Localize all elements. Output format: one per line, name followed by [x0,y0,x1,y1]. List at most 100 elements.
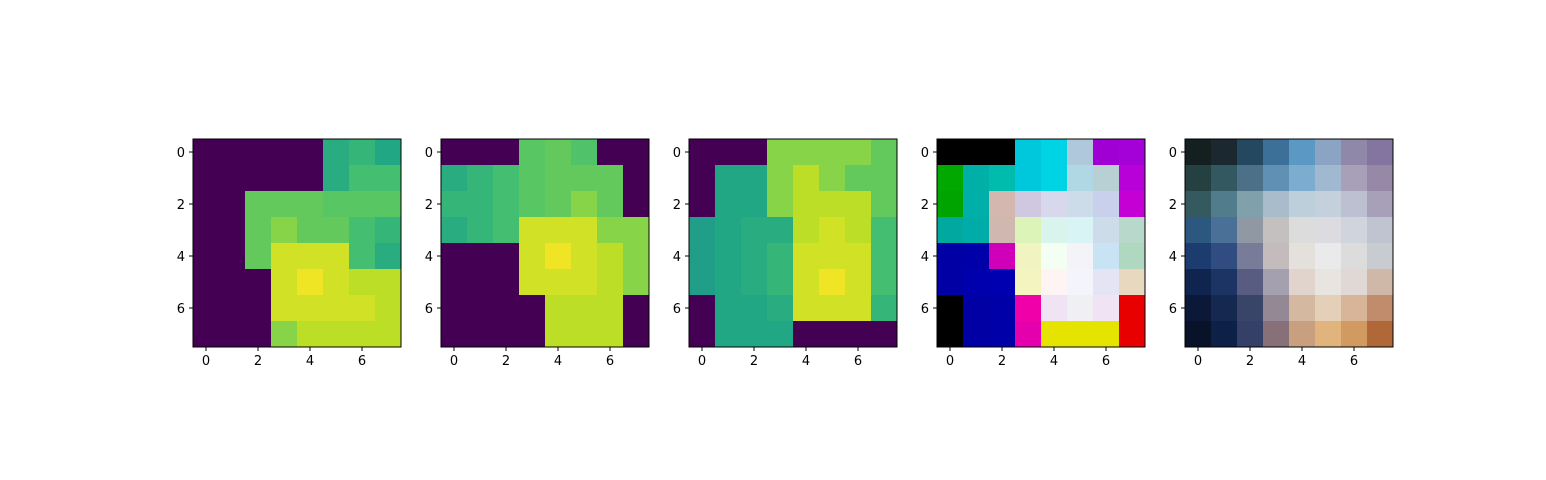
heatmap-cell [819,217,846,244]
heatmap-cell [623,139,650,166]
x-tick-label: 6 [606,354,614,369]
heatmap-cell [597,191,624,218]
heatmap-cell [1185,217,1212,244]
heatmap-cell [819,295,846,322]
heatmap-cell [1015,139,1042,166]
heatmap-cell [1041,139,1068,166]
heatmap-cell [349,243,376,270]
heatmap-cell [1237,243,1264,270]
heatmap-cell [767,191,794,218]
heatmap-cell [1093,295,1120,322]
heatmap-cell [871,243,898,270]
heatmap-cell [193,269,220,296]
heatmap-cell [571,191,598,218]
heatmap-cell [1367,295,1394,322]
x-tick-label: 4 [802,354,810,369]
heatmap-cell [323,295,350,322]
heatmap-cell [1341,217,1368,244]
heatmap-cell [819,191,846,218]
heatmap-cell [1185,191,1212,218]
heatmap-cell [375,217,402,244]
y-tick-label: 6 [177,302,185,317]
heatmap-cell [1093,191,1120,218]
y-tick-label: 6 [1169,302,1177,317]
heatmap-cell [571,321,598,348]
heatmap-cell [545,165,572,192]
heatmap-cell [871,295,898,322]
heatmap-cell [193,295,220,322]
heatmap-cell [845,269,872,296]
heatmap-cell [741,295,768,322]
heatmap-cell [845,243,872,270]
heatmap-cell [245,139,272,166]
heatmap-cell [1185,139,1212,166]
heatmap-cell [245,217,272,244]
heatmap-cell [519,321,546,348]
heatmap-cell [545,269,572,296]
heatmap-cell [1237,321,1264,348]
x-tick-label: 6 [358,354,366,369]
heatmap-cell [715,217,742,244]
heatmap-cell [623,295,650,322]
heatmap-cell [1211,243,1238,270]
heatmap-cell [1341,191,1368,218]
heatmap-cell [1015,165,1042,192]
heatmap-cell [441,243,468,270]
heatmap-cell [1289,321,1316,348]
heatmap-cell [219,243,246,270]
heatmap-cell [1263,165,1290,192]
heatmap-cell [1367,243,1394,270]
heatmap-cell [989,191,1016,218]
heatmap-cell [623,321,650,348]
heatmap-cell [245,269,272,296]
heatmap-cell [519,165,546,192]
heatmap-cell [1015,191,1042,218]
heatmap-cell [493,191,520,218]
heatmap-cell [741,165,768,192]
heatmap-cell [715,295,742,322]
heatmap-cell [1041,243,1068,270]
heatmap-cell [297,139,324,166]
heatmap-cell [1067,269,1094,296]
x-tick-label: 4 [554,354,562,369]
heatmap-cell [219,165,246,192]
heatmap-cell [1211,191,1238,218]
heatmap-cell [219,321,246,348]
heatmap-cell [1119,217,1146,244]
heatmap-cell [597,243,624,270]
y-tick-label: 0 [1169,146,1177,161]
heatmap-cell [1367,321,1394,348]
heatmap-cell [271,243,298,270]
heatmap-cell [493,217,520,244]
heatmap-cell [1015,321,1042,348]
heatmap-cell [1341,139,1368,166]
heatmap-cell [349,191,376,218]
heatmap-cell [715,165,742,192]
heatmap-cell [271,139,298,166]
heatmap-cell [1237,139,1264,166]
x-tick-label: 2 [254,354,262,369]
heatmap-cell [441,295,468,322]
heatmap-cell [741,321,768,348]
x-tick-label: 2 [750,354,758,369]
heatmap-cell [1289,217,1316,244]
heatmap-cell [1315,165,1342,192]
heatmap-cell [271,217,298,244]
heatmap-cell [1289,139,1316,166]
heatmap-cell [793,243,820,270]
heatmap-cell [741,191,768,218]
heatmap-cell [323,243,350,270]
heatmap-cell [741,269,768,296]
heatmap-cell [845,139,872,166]
y-tick-label: 4 [425,250,433,265]
heatmap-cell [323,321,350,348]
heatmap-cell [1119,269,1146,296]
heatmap-cell [1289,191,1316,218]
x-tick-label: 4 [1298,354,1306,369]
heatmap-cell [845,165,872,192]
heatmap-cell [1367,191,1394,218]
heatmap-cell [989,269,1016,296]
heatmap-cell [219,139,246,166]
heatmap-cell [297,243,324,270]
